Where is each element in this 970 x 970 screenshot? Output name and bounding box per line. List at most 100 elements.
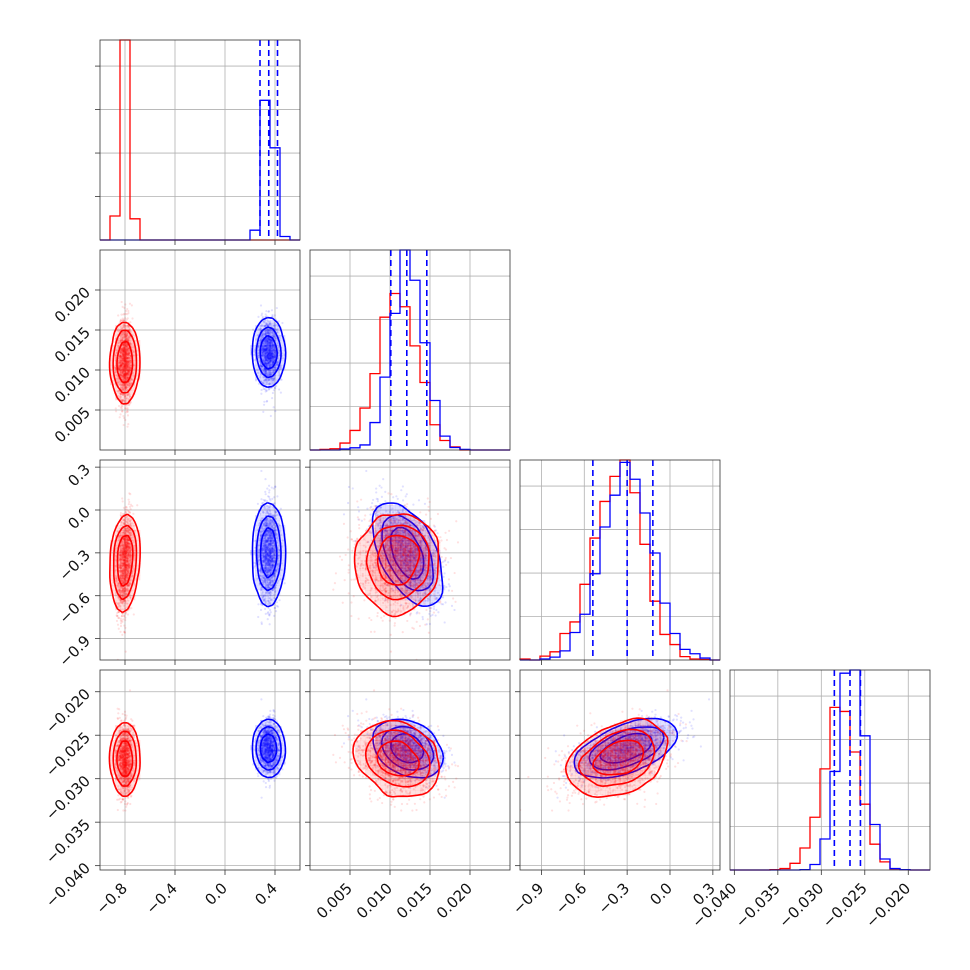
sample-point [125, 360, 128, 363]
density-cell [260, 375, 266, 381]
sample-point [127, 362, 130, 365]
sample-point [266, 510, 269, 513]
sample-point [127, 364, 130, 368]
density-cell [265, 555, 271, 561]
density-cell [275, 345, 281, 351]
sample-point [124, 348, 127, 351]
sample-point [267, 348, 271, 351]
sample-point [265, 340, 268, 343]
sample-point [267, 543, 271, 546]
sample-point [268, 329, 272, 332]
sample-point [123, 367, 126, 370]
sample-point [121, 371, 124, 374]
density-cell [110, 365, 116, 371]
sample-point [261, 349, 265, 353]
sample-point [118, 369, 121, 372]
density-cell [125, 380, 131, 386]
sample-point [121, 339, 124, 342]
sample-point [119, 355, 122, 358]
sample-point [268, 338, 272, 341]
sample-point [263, 506, 266, 509]
sample-point [127, 422, 130, 426]
sample-point [272, 541, 275, 545]
sample-point [274, 568, 278, 571]
sample-point [269, 540, 273, 543]
sample-point [261, 346, 264, 349]
sample-point [264, 478, 267, 481]
sample-point [271, 544, 274, 547]
sample-point [125, 352, 128, 355]
sample-point [273, 354, 277, 357]
sample-point [127, 384, 130, 387]
sample-point [265, 344, 269, 348]
sample-point [268, 510, 271, 513]
sample-point [121, 357, 124, 360]
sample-point [267, 529, 270, 532]
sample-point [270, 338, 273, 341]
sample-point [270, 354, 273, 357]
sample-point [274, 570, 277, 573]
sample-point [271, 497, 274, 500]
sample-point [269, 548, 272, 551]
density-cell [135, 355, 141, 361]
sample-point [120, 368, 123, 371]
sample-point [122, 373, 126, 376]
sample-point [124, 335, 128, 338]
sample-point [262, 354, 265, 357]
sample-point [267, 550, 270, 553]
sample-point [269, 549, 272, 553]
sample-point [120, 347, 123, 351]
sample-point [261, 516, 264, 520]
sample-point [259, 325, 262, 328]
sample-point [263, 400, 266, 403]
sample-point [265, 389, 268, 392]
sample-point [269, 371, 272, 374]
sample-point [121, 360, 125, 363]
sample-point [262, 348, 265, 351]
sample-point [126, 373, 130, 376]
sample-point [126, 364, 129, 367]
sample-point [267, 338, 270, 341]
sample-point [126, 364, 129, 367]
sample-point [274, 328, 278, 331]
sample-point [266, 362, 270, 365]
sample-point [259, 337, 263, 340]
sample-point [127, 354, 130, 357]
sample-point [264, 323, 268, 327]
sample-point [259, 535, 262, 538]
sample-point [267, 611, 270, 614]
sample-point [265, 363, 268, 366]
sample-point [125, 324, 129, 327]
sample-point [120, 359, 124, 362]
sample-point [254, 379, 258, 382]
sample-point [262, 343, 266, 346]
gridlines [100, 40, 300, 240]
sample-point [267, 347, 271, 351]
sample-point [257, 328, 260, 331]
sample-point [132, 350, 136, 353]
sample-point [122, 361, 125, 365]
sample-point [127, 338, 130, 341]
sample-point [268, 351, 272, 355]
sample-point [122, 362, 126, 365]
sample-point [125, 360, 128, 363]
sample-point [272, 335, 276, 338]
sample-point [124, 364, 127, 367]
sample-point [260, 365, 263, 368]
sample-point [265, 347, 268, 351]
sample-point [271, 351, 274, 354]
sample-point [268, 383, 271, 387]
sample-point [123, 364, 126, 367]
sample-point [126, 372, 129, 376]
sample-point [260, 354, 263, 357]
sample-point [122, 335, 126, 338]
sample-point [268, 623, 271, 626]
sample-point [121, 372, 125, 375]
sample-point [266, 533, 269, 536]
sample-point [273, 376, 276, 379]
sample-point [265, 356, 268, 359]
sample-point [119, 359, 122, 363]
sample-point [267, 351, 270, 355]
sample-point [261, 348, 264, 351]
sample-point [273, 529, 276, 533]
